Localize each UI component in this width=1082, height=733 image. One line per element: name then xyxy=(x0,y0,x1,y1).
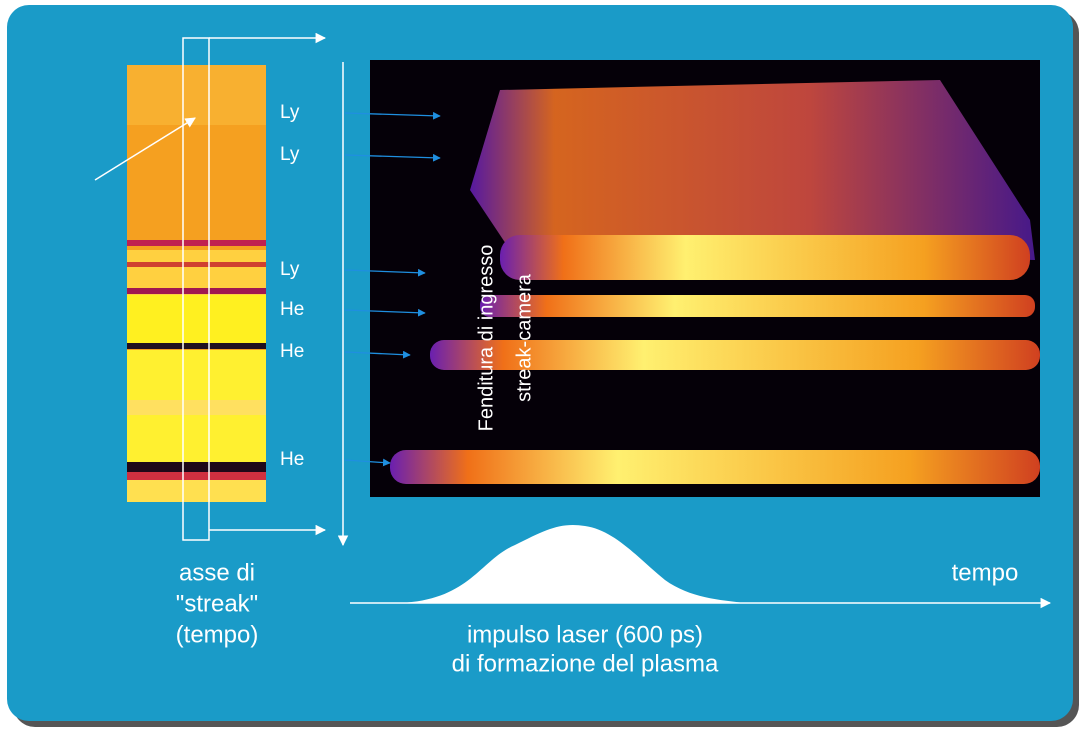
pointer-arrow xyxy=(344,111,441,120)
streak-image xyxy=(370,60,1040,497)
pointer-arrow xyxy=(344,308,426,317)
pointer-arrow xyxy=(344,268,426,277)
line-label: Ly xyxy=(280,144,300,165)
axis-label: (tempo) xyxy=(176,621,259,648)
axis-label: asse di xyxy=(179,559,255,586)
axis-label: "streak" xyxy=(176,590,258,617)
line-label: He xyxy=(280,299,304,320)
arrow xyxy=(94,117,196,181)
line-label: Ly xyxy=(280,102,300,123)
line-label: He xyxy=(280,449,304,470)
slit-outline xyxy=(182,37,210,541)
time-label: tempo xyxy=(952,559,1019,586)
pointer-arrow xyxy=(344,153,441,162)
pulse-label: di formazione del plasma xyxy=(452,650,719,677)
line-label: Ly xyxy=(280,259,300,280)
pointer-arrow xyxy=(344,458,391,467)
slit-label: Fenditura di ingresso xyxy=(475,245,497,432)
spectrum-strip xyxy=(127,65,266,502)
laser-pulse xyxy=(400,524,745,603)
labels: Ly Ly Ly He He He xyxy=(280,102,441,470)
pulse-label: impulso laser (600 ps) xyxy=(467,621,703,648)
pointer-arrow xyxy=(344,350,411,359)
slit-label: streak-camera xyxy=(513,273,535,402)
line-label: He xyxy=(280,341,304,362)
